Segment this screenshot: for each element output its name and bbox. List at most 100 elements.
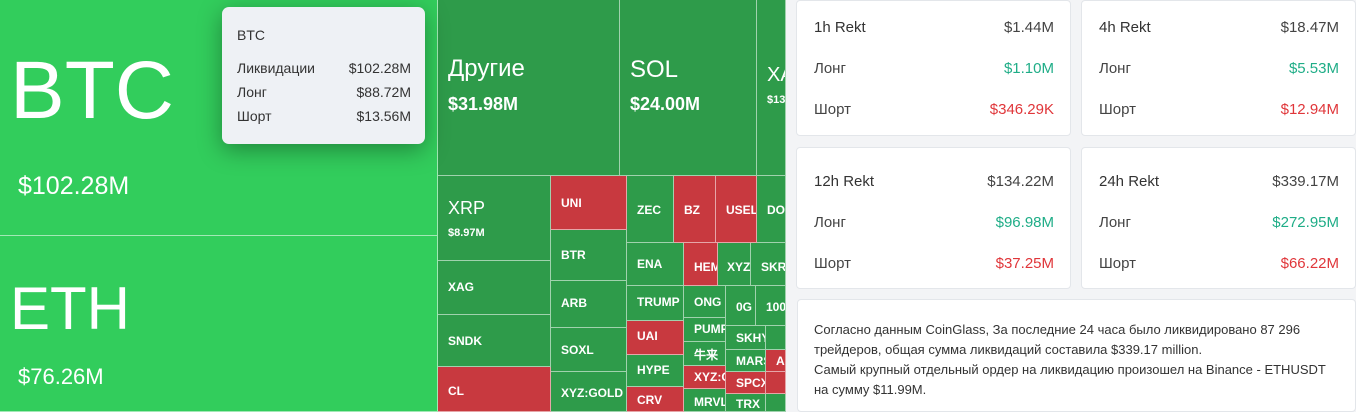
tile-ong[interactable]: ONG xyxy=(684,286,726,318)
tile-trx[interactable]: TRX xyxy=(726,394,766,412)
tile-eth[interactable]: ETH $76.26M xyxy=(0,236,438,412)
tile-cl[interactable]: CL xyxy=(438,367,551,412)
liquidation-summary: Согласно данным CoinGlass, За последние … xyxy=(797,299,1356,412)
tile-symbol: PUMP xyxy=(694,322,726,336)
tile-symbol: CRV xyxy=(637,393,663,407)
tile-xyz[interactable]: XYZ xyxy=(718,243,751,286)
tile-skr[interactable]: SKR xyxy=(751,243,786,286)
tile-crv[interactable]: CRV xyxy=(627,387,684,412)
tile-other[interactable]: Другие $31.98M xyxy=(438,0,620,176)
tile-soxl[interactable]: SOXL xyxy=(551,328,627,372)
tile-trump[interactable]: TRUMP xyxy=(627,286,684,321)
liquidation-heatmap: BTC $102.28M ETH $76.26M Другие $31.98M … xyxy=(0,0,786,412)
rekt-card-12h: 12h Rekt $134.22M Лонг $96.98M Шорт $37.… xyxy=(796,147,1071,289)
tile-mars[interactable]: MARS xyxy=(726,350,766,372)
tile-hem[interactable]: HEM xyxy=(684,243,718,286)
tile-symbol: ETH xyxy=(10,275,130,342)
tile-cn[interactable]: 牛来 xyxy=(684,342,726,366)
tile-sol[interactable]: SOL $24.00M xyxy=(620,0,757,176)
tile-symbol: BZ xyxy=(684,203,700,217)
tile-value: $102.28M xyxy=(18,172,130,200)
tile-small-c[interactable] xyxy=(766,394,786,412)
summary-largest-order: Самый крупный отдельный ордер на ликвида… xyxy=(814,362,1326,397)
tile-symbol: SNDK xyxy=(448,334,483,348)
short-label: Шорт xyxy=(814,255,851,272)
tile-sndk[interactable]: SNDK xyxy=(438,315,551,367)
card-title: 24h Rekt xyxy=(1099,173,1160,190)
tile-symbol: HYPE xyxy=(637,363,670,377)
long-label: Лонг xyxy=(1099,214,1131,231)
tile-symbol: SPCX xyxy=(736,376,766,390)
tile-symbol: UAI xyxy=(637,329,658,343)
tile-symbol: 0G xyxy=(736,300,753,314)
short-value: $37.25M xyxy=(995,255,1054,272)
short-label: Шорт xyxy=(1099,255,1136,272)
tile-pump[interactable]: PUMP xyxy=(684,318,726,342)
tile-100[interactable]: 100 xyxy=(756,286,786,326)
tile-skhy[interactable]: SKHY xyxy=(726,326,766,350)
tile-mrvl[interactable]: MRVL xyxy=(684,389,726,412)
card-total: $1.44M xyxy=(1003,19,1054,36)
tile-value: $8.97M xyxy=(448,227,485,239)
tile-arb[interactable]: ARB xyxy=(551,281,627,328)
tile-symbol: 100 xyxy=(766,300,786,314)
tile-xrp[interactable]: XRP $8.97M xyxy=(438,176,551,261)
card-total: $339.17M xyxy=(1272,173,1339,190)
tooltip-value: $102.28M xyxy=(348,60,411,76)
short-label: Шорт xyxy=(814,101,851,118)
tile-xyz-c[interactable]: XYZ:C xyxy=(684,366,726,389)
tooltip: BTC Ликвидации $102.28M Лонг $88.72M Шор… xyxy=(222,7,425,144)
short-value: $66.22M xyxy=(1280,255,1339,272)
summary-text: Согласно данным CoinGlass, За последние … xyxy=(814,322,1301,357)
tile-usell[interactable]: USELL xyxy=(716,176,757,243)
tile-small-b[interactable] xyxy=(766,372,786,394)
tile-bz[interactable]: BZ xyxy=(674,176,716,243)
tile-spcx[interactable]: SPCX xyxy=(726,372,766,394)
card-title: 12h Rekt xyxy=(814,173,875,190)
tooltip-title: BTC xyxy=(237,27,265,43)
tile-xag[interactable]: XAG xyxy=(438,261,551,315)
tile-symbol: MRVL xyxy=(694,395,726,409)
long-value: $272.95M xyxy=(1272,214,1339,231)
tile-aa[interactable]: AA xyxy=(766,350,786,372)
card-short-row: Шорт $37.25M xyxy=(814,255,1054,272)
long-value: $1.10M xyxy=(1003,60,1054,77)
tile-zec[interactable]: ZEC xyxy=(627,176,674,243)
tile-symbol: HEM xyxy=(694,260,717,274)
tile-xyz-gold[interactable]: XYZ:GOLD xyxy=(551,372,627,412)
card-title: 1h Rekt xyxy=(814,19,866,36)
card-long-row: Лонг $5.53M xyxy=(1099,60,1339,77)
tile-symbol: BTR xyxy=(561,248,586,262)
tile-symbol: ONG xyxy=(694,295,722,309)
tile-ena[interactable]: ENA xyxy=(627,243,684,286)
tile-symbol: AA xyxy=(776,354,785,368)
tile-symbol: SOXL xyxy=(561,343,594,357)
tile-symbol: XYZ:GOLD xyxy=(561,386,623,400)
short-value: $346.29K xyxy=(989,101,1054,118)
tile-uai[interactable]: UAI xyxy=(627,321,684,355)
tile-symbol: UNI xyxy=(561,196,582,210)
tile-xag-top[interactable]: XA $13 xyxy=(757,0,786,176)
tile-btr[interactable]: BTR xyxy=(551,230,627,281)
tile-symbol: DOC xyxy=(767,203,785,217)
long-label: Лонг xyxy=(814,214,846,231)
rekt-card-24h: 24h Rekt $339.17M Лонг $272.95M Шорт $66… xyxy=(1081,147,1356,289)
tile-doc[interactable]: DOC xyxy=(757,176,786,243)
long-label: Лонг xyxy=(1099,60,1131,77)
tile-0g[interactable]: 0G xyxy=(726,286,756,326)
short-label: Шорт xyxy=(1099,101,1136,118)
tooltip-label: Лонг xyxy=(237,84,267,100)
card-short-row: Шорт $66.22M xyxy=(1099,255,1339,272)
tooltip-label: Ликвидации xyxy=(237,60,316,76)
card-short-row: Шорт $12.94M xyxy=(1099,101,1339,118)
card-short-row: Шорт $346.29K xyxy=(814,101,1054,118)
tile-symbol: XAG xyxy=(448,280,475,294)
card-total: $18.47M xyxy=(1280,19,1339,36)
tile-value: $13 xyxy=(767,94,786,106)
tile-value: $31.98M xyxy=(448,94,519,114)
tile-symbol: SKHY xyxy=(736,331,765,345)
tile-hype[interactable]: HYPE xyxy=(627,355,684,387)
tile-uni[interactable]: UNI xyxy=(551,176,627,230)
tile-small-a[interactable] xyxy=(766,326,786,350)
card-header: 4h Rekt $18.47M xyxy=(1099,19,1339,36)
